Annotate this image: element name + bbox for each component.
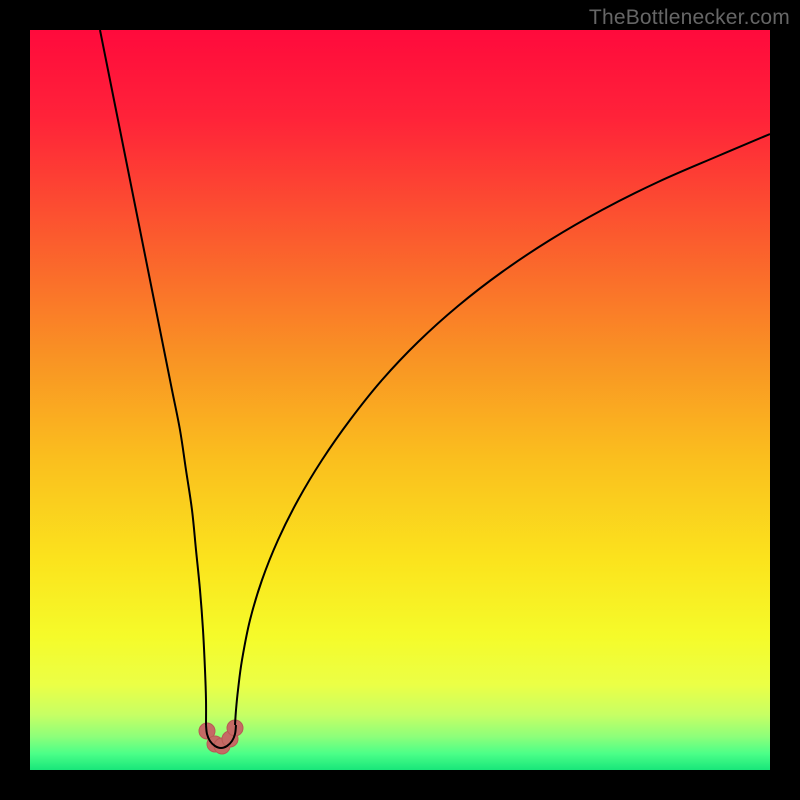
curve-left-branch	[100, 30, 206, 725]
chart-root: TheBottlenecker.com	[0, 0, 800, 800]
curve-right-branch	[235, 134, 770, 725]
watermark-text: TheBottlenecker.com	[589, 6, 790, 30]
curve-layer	[30, 30, 770, 770]
plot-area	[30, 30, 770, 770]
